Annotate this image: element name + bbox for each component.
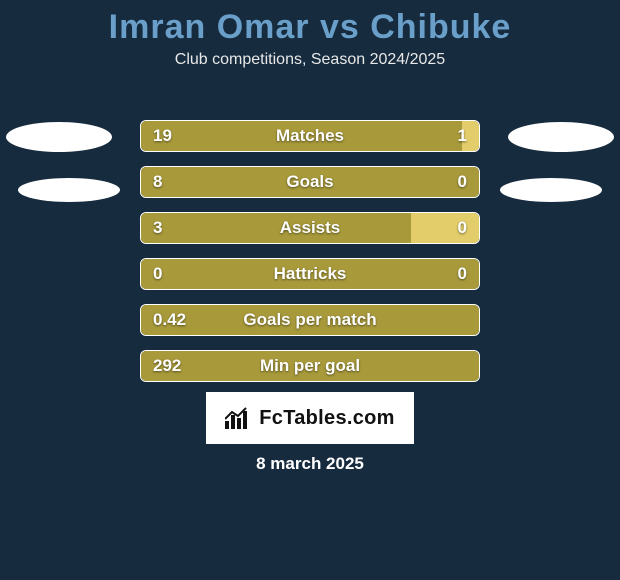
- avatar-right-2: [500, 178, 602, 202]
- avatar-left-1: [6, 122, 112, 152]
- stat-label: Matches: [276, 126, 344, 146]
- stat-label: Hattricks: [274, 264, 347, 284]
- subtitle: Club competitions, Season 2024/2025: [0, 51, 620, 69]
- logo-text: FcTables.com: [259, 407, 395, 430]
- bar-chart-icon: [225, 407, 253, 429]
- stat-row: 0.42 Goals per match: [140, 304, 480, 336]
- stat-row: 292 Min per goal: [140, 350, 480, 382]
- avatar-right-1: [508, 122, 614, 152]
- stat-label: Goals: [286, 172, 333, 192]
- stat-value-right: 0: [458, 218, 467, 238]
- stat-bars: 19 1 Matches 8 0 Goals 3 0 Assists 0 0 Hattricks 0.4…: [140, 120, 480, 396]
- bar-segment-right: [411, 213, 479, 243]
- avatar-left-2: [18, 178, 120, 202]
- stat-row: 3 0 Assists: [140, 212, 480, 244]
- stat-label: Min per goal: [260, 356, 360, 376]
- stat-label: Assists: [280, 218, 340, 238]
- stat-value-right: 0: [458, 172, 467, 192]
- page-title: Imran Omar vs Chibuke: [0, 0, 620, 47]
- stat-value-right: 0: [458, 264, 467, 284]
- stat-row: 8 0 Goals: [140, 166, 480, 198]
- stat-row: 19 1 Matches: [140, 120, 480, 152]
- bar-segment-left: [141, 213, 411, 243]
- stat-value-left: 8: [153, 172, 162, 192]
- stat-value-left: 19: [153, 126, 172, 146]
- logo-box: FcTables.com: [206, 392, 414, 444]
- stat-label: Goals per match: [243, 310, 376, 330]
- stat-value-left: 292: [153, 356, 181, 376]
- stat-value-left: 0: [153, 264, 162, 284]
- stat-value-left: 0.42: [153, 310, 186, 330]
- stat-value-left: 3: [153, 218, 162, 238]
- stat-row: 0 0 Hattricks: [140, 258, 480, 290]
- footer-date: 8 march 2025: [256, 454, 364, 474]
- stat-value-right: 1: [458, 126, 467, 146]
